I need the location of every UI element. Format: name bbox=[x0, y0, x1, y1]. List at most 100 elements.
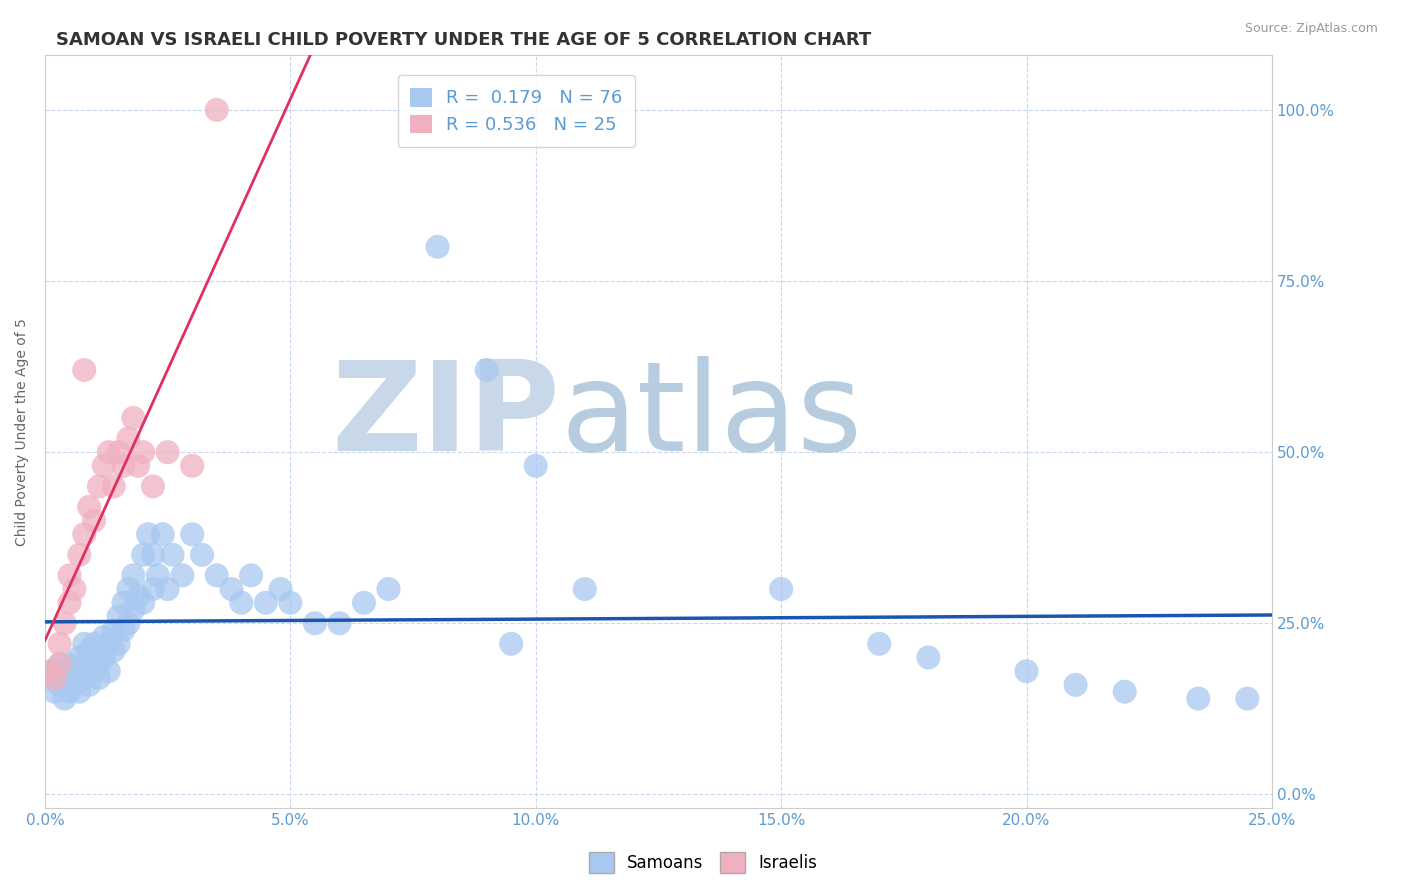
Point bbox=[1187, 691, 1209, 706]
Point bbox=[67, 548, 90, 562]
Point bbox=[73, 637, 96, 651]
Point bbox=[58, 684, 80, 698]
Point bbox=[48, 678, 70, 692]
Point bbox=[93, 630, 115, 644]
Point bbox=[97, 637, 120, 651]
Point bbox=[83, 637, 105, 651]
Point bbox=[63, 678, 86, 692]
Point bbox=[1114, 684, 1136, 698]
Point bbox=[67, 684, 90, 698]
Point bbox=[83, 514, 105, 528]
Point bbox=[67, 650, 90, 665]
Point bbox=[48, 637, 70, 651]
Text: atlas: atlas bbox=[560, 356, 862, 477]
Point bbox=[127, 589, 149, 603]
Point bbox=[231, 596, 253, 610]
Point bbox=[122, 602, 145, 616]
Point bbox=[117, 582, 139, 596]
Point bbox=[53, 616, 76, 631]
Y-axis label: Child Poverty Under the Age of 5: Child Poverty Under the Age of 5 bbox=[15, 318, 30, 546]
Point bbox=[73, 657, 96, 672]
Point bbox=[868, 637, 890, 651]
Point bbox=[304, 616, 326, 631]
Point bbox=[191, 548, 214, 562]
Point bbox=[97, 664, 120, 678]
Point bbox=[53, 691, 76, 706]
Point bbox=[205, 568, 228, 582]
Point bbox=[475, 363, 498, 377]
Point bbox=[117, 432, 139, 446]
Point bbox=[524, 458, 547, 473]
Point bbox=[122, 568, 145, 582]
Point bbox=[77, 500, 100, 514]
Point bbox=[48, 657, 70, 672]
Point bbox=[93, 458, 115, 473]
Point bbox=[172, 568, 194, 582]
Point bbox=[44, 684, 66, 698]
Point bbox=[132, 548, 155, 562]
Point bbox=[142, 479, 165, 493]
Point bbox=[181, 527, 204, 541]
Point bbox=[73, 671, 96, 685]
Point bbox=[377, 582, 399, 596]
Point bbox=[48, 657, 70, 672]
Point bbox=[221, 582, 243, 596]
Point bbox=[58, 568, 80, 582]
Point bbox=[132, 445, 155, 459]
Point bbox=[205, 103, 228, 117]
Point bbox=[132, 596, 155, 610]
Point bbox=[574, 582, 596, 596]
Point bbox=[1015, 664, 1038, 678]
Point bbox=[38, 671, 60, 685]
Point bbox=[83, 650, 105, 665]
Point bbox=[770, 582, 793, 596]
Point bbox=[38, 664, 60, 678]
Point bbox=[77, 643, 100, 657]
Point bbox=[136, 527, 159, 541]
Point bbox=[58, 596, 80, 610]
Legend: Samoans, Israelis: Samoans, Israelis bbox=[582, 846, 824, 880]
Point bbox=[112, 458, 135, 473]
Point bbox=[254, 596, 277, 610]
Point bbox=[97, 445, 120, 459]
Point bbox=[87, 671, 110, 685]
Point bbox=[73, 527, 96, 541]
Point bbox=[58, 671, 80, 685]
Point bbox=[142, 582, 165, 596]
Point bbox=[63, 664, 86, 678]
Point bbox=[87, 657, 110, 672]
Text: SAMOAN VS ISRAELI CHILD POVERTY UNDER THE AGE OF 5 CORRELATION CHART: SAMOAN VS ISRAELI CHILD POVERTY UNDER TH… bbox=[56, 31, 872, 49]
Point bbox=[917, 650, 939, 665]
Point bbox=[112, 596, 135, 610]
Point bbox=[58, 657, 80, 672]
Point bbox=[107, 609, 129, 624]
Point bbox=[1064, 678, 1087, 692]
Point bbox=[353, 596, 375, 610]
Point bbox=[146, 568, 169, 582]
Point bbox=[152, 527, 174, 541]
Point bbox=[103, 643, 125, 657]
Point bbox=[87, 479, 110, 493]
Legend: R =  0.179   N = 76, R = 0.536   N = 25: R = 0.179 N = 76, R = 0.536 N = 25 bbox=[398, 76, 636, 146]
Point bbox=[127, 458, 149, 473]
Point bbox=[328, 616, 350, 631]
Point bbox=[107, 445, 129, 459]
Point bbox=[501, 637, 523, 651]
Point bbox=[1236, 691, 1258, 706]
Point bbox=[103, 623, 125, 637]
Point bbox=[117, 616, 139, 631]
Point bbox=[77, 678, 100, 692]
Point bbox=[156, 445, 179, 459]
Point bbox=[181, 458, 204, 473]
Point bbox=[44, 664, 66, 678]
Point bbox=[83, 664, 105, 678]
Text: ZIP: ZIP bbox=[332, 356, 560, 477]
Point bbox=[122, 411, 145, 425]
Point bbox=[426, 240, 449, 254]
Point bbox=[162, 548, 184, 562]
Point bbox=[44, 671, 66, 685]
Point bbox=[240, 568, 263, 582]
Point bbox=[270, 582, 292, 596]
Point bbox=[112, 623, 135, 637]
Point bbox=[73, 363, 96, 377]
